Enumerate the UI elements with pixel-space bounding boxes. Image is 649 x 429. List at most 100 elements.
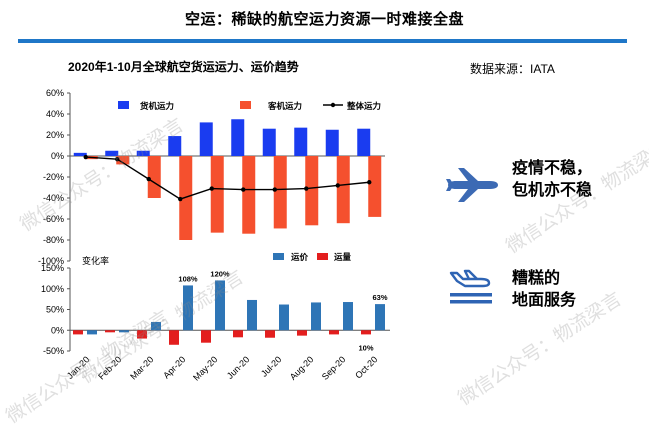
side-panel-ground-line2: 地面服务 xyxy=(512,292,577,309)
legend-label-rate: 运价 xyxy=(291,252,309,262)
bar-rate xyxy=(375,304,385,331)
side-panel-ground-service: 糟糕的 地面服务 xyxy=(512,268,576,312)
data-label-oct-volume: 10% xyxy=(358,343,373,352)
slide-title: 空运：稀缺的航空运力资源一时难接全盘 xyxy=(184,11,464,28)
bar-volume xyxy=(361,330,371,335)
legend-label-freighter: 货机运力 xyxy=(139,101,174,111)
legend-swatch-rate xyxy=(273,253,284,260)
legend-marker-total xyxy=(330,102,336,108)
bar-passenger-capacity xyxy=(116,156,130,165)
bar-rate xyxy=(247,299,257,331)
point-total-capacity xyxy=(241,187,246,192)
bar-rate xyxy=(311,302,321,331)
bar-volume xyxy=(169,330,179,345)
point-total-capacity xyxy=(367,180,372,185)
x-tick-label: Mar-20 xyxy=(128,354,155,381)
side-panel-ground-line1: 糟糕的 xyxy=(512,270,561,287)
bar-passenger-capacity xyxy=(336,156,350,224)
charts-canvas: 60% 40% 20% 0% -20% -40% -60% -80% -100% 货机运力 客机运力… xyxy=(38,88,390,383)
y-axis-label: 变化率 xyxy=(82,255,109,266)
legend-label-passenger: 客机运力 xyxy=(267,101,302,111)
chart-title: 2020年1-10月全球航空货运运力、运价趋势 xyxy=(68,60,299,74)
y-tick-label: -60% xyxy=(43,214,64,224)
bar-rate xyxy=(183,285,193,331)
bar-passenger-capacity xyxy=(242,156,256,234)
y-tick-label: -20% xyxy=(43,172,64,182)
y-tick-label: 20% xyxy=(46,130,64,140)
point-total-capacity xyxy=(304,186,309,191)
point-total-capacity xyxy=(83,154,88,160)
bar-passenger-capacity xyxy=(368,156,382,217)
point-total-capacity xyxy=(115,156,120,162)
legend-swatch-freighter xyxy=(118,101,129,109)
y-tick-label: 50% xyxy=(46,305,64,315)
x-tick-label: Feb-20 xyxy=(96,354,123,381)
y-tick-label: 60% xyxy=(46,88,64,98)
data-source-label: 数据来源：IATA xyxy=(470,62,555,76)
bar-freighter-capacity xyxy=(168,136,182,156)
bar-volume xyxy=(297,330,307,336)
y-tick-label: 0% xyxy=(51,325,64,335)
data-label-oct-rate: 63% xyxy=(372,293,387,302)
side-panel-capacity: 疫情不稳， 包机亦不稳 xyxy=(512,158,592,202)
bar-freighter-capacity xyxy=(73,152,87,156)
bar-freighter-capacity xyxy=(105,150,119,156)
airport-departure-icon xyxy=(449,269,492,304)
y-tick-label: 0% xyxy=(51,151,64,161)
x-tick-label: Apr-20 xyxy=(161,354,187,380)
bar-volume xyxy=(329,330,339,335)
x-tick-label: Aug-20 xyxy=(288,354,316,382)
bar-freighter-capacity xyxy=(199,122,213,156)
bar-volume xyxy=(73,330,83,335)
legend-label-volume: 运量 xyxy=(334,252,352,262)
bar-freighter-capacity xyxy=(231,119,245,156)
bar-freighter-capacity xyxy=(325,129,339,156)
x-tick-label: May-20 xyxy=(191,354,219,382)
bar-volume xyxy=(201,330,211,343)
point-total-capacity xyxy=(178,196,183,202)
legend-label-total: 整体运力 xyxy=(347,101,381,111)
capacity-chart: 60% 40% 20% 0% -20% -40% -60% -80% -100% 货机运力 客机运力… xyxy=(38,88,385,266)
bar-volume xyxy=(265,330,275,338)
bar-freighter-capacity xyxy=(294,127,308,156)
bar-rate xyxy=(87,330,97,335)
bar-passenger-capacity xyxy=(179,156,193,240)
title-divider xyxy=(18,39,627,43)
bar-passenger-capacity xyxy=(210,156,224,233)
x-tick-label: Oct-20 xyxy=(353,354,379,380)
legend-swatch-passenger xyxy=(240,101,251,109)
bar-passenger-capacity xyxy=(305,156,319,226)
bar-freighter-capacity xyxy=(357,128,371,156)
x-tick-label: Jun-20 xyxy=(225,354,252,381)
side-panel-capacity-line1: 疫情不稳， xyxy=(512,160,593,177)
side-panel-capacity-line2: 包机亦不稳 xyxy=(512,182,593,199)
point-total-capacity xyxy=(335,183,340,188)
data-label-may-rate: 120% xyxy=(210,269,230,278)
bar-passenger-capacity xyxy=(147,156,161,198)
bar-volume xyxy=(233,330,243,338)
point-total-capacity xyxy=(272,187,277,192)
y-tick-label: 40% xyxy=(46,109,64,119)
legend-swatch-volume xyxy=(317,253,328,260)
line-total-capacity xyxy=(85,156,370,200)
bar-rate xyxy=(279,304,289,331)
y-tick-label: 150% xyxy=(41,263,64,273)
x-tick-label: Jan-20 xyxy=(65,354,92,381)
y-tick-label: -40% xyxy=(43,193,64,203)
y-tick-label: -100% xyxy=(38,256,64,266)
bar-rate xyxy=(119,330,129,333)
airplane-icon xyxy=(446,168,498,202)
bar-volume xyxy=(105,330,115,333)
data-label-apr-rate: 108% xyxy=(178,274,198,283)
bar-rate xyxy=(215,280,225,331)
y-tick-label: -50% xyxy=(43,346,64,356)
y-tick-label: -80% xyxy=(43,235,64,245)
bar-freighter-capacity xyxy=(136,150,150,156)
bar-passenger-capacity xyxy=(273,156,287,229)
y-tick-label: 100% xyxy=(41,284,64,294)
bar-rate xyxy=(343,302,353,331)
x-tick-label: Sep-20 xyxy=(320,354,348,382)
bar-freighter-capacity xyxy=(262,128,276,156)
point-total-capacity xyxy=(146,176,151,182)
x-tick-label: Jul-20 xyxy=(259,354,283,378)
